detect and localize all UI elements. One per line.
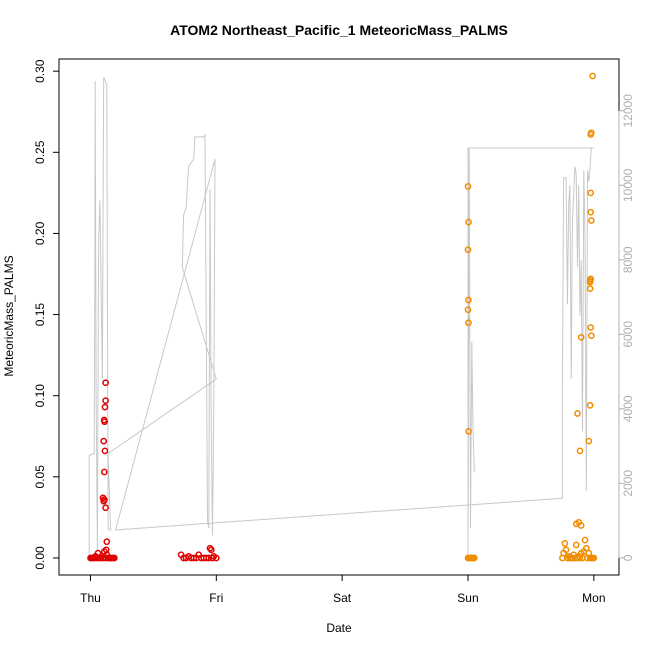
y-tick-label: 0.20 [33, 221, 47, 245]
data-point [190, 554, 198, 562]
data-point [465, 319, 472, 327]
data-point [100, 496, 108, 503]
x-tick-label: Thu [80, 591, 101, 605]
y-tick-label: 0.10 [33, 384, 47, 408]
altitude-line-layer [88, 77, 594, 558]
y-tick-label: 0.15 [33, 303, 47, 327]
data-point [102, 546, 110, 554]
data-point [464, 183, 472, 190]
y2-tick-label: 2000 [621, 470, 635, 497]
data-point [103, 538, 111, 546]
plot-frame [58, 58, 620, 576]
data-point [100, 468, 108, 476]
data-point [111, 554, 118, 562]
data-point [101, 403, 109, 411]
y-axis-title: MeteoricMass_PALMS [2, 255, 16, 376]
data-point [465, 428, 472, 435]
y2-tick-label: 0 [621, 554, 635, 561]
data-point [586, 285, 594, 292]
data-point [587, 129, 595, 137]
data-point [590, 554, 598, 562]
data-point [582, 544, 590, 552]
y2-tick-label: 12000 [621, 94, 635, 128]
x-axis-title: Date [326, 621, 352, 635]
y-tick-label: 0.00 [33, 546, 47, 570]
data-point [212, 554, 220, 562]
data-point [585, 437, 593, 445]
data-point [464, 246, 472, 254]
data-point [586, 277, 594, 284]
y-tick-label: 0.30 [33, 59, 47, 83]
data-points-layer [87, 72, 598, 562]
data-point [464, 306, 472, 314]
data-point [574, 410, 581, 417]
y2-tick-label: 8000 [621, 246, 635, 273]
data-point [207, 546, 215, 554]
data-point [100, 416, 108, 424]
x-tick-label: Sun [457, 591, 478, 605]
data-point [576, 447, 584, 455]
x-tick-label: Fri [209, 591, 223, 605]
data-point [465, 218, 472, 226]
altitude-line [88, 77, 594, 558]
data-point [562, 546, 570, 554]
data-point [577, 333, 585, 341]
y-tick-label: 0.05 [33, 465, 47, 489]
y-axis-right: 0 2000 4000 6000 8000 10000 12000 [618, 94, 635, 561]
y2-tick-label: 4000 [621, 395, 635, 422]
x-tick-label: Sat [333, 591, 352, 605]
data-point [587, 189, 595, 197]
data-point [587, 208, 595, 216]
data-point [577, 522, 585, 529]
y-tick-label: 0.25 [33, 140, 47, 164]
data-point [587, 324, 595, 331]
data-point [587, 217, 595, 224]
data-point [465, 296, 472, 304]
chart-title: ATOM2 Northeast_Pacific_1 MeteoricMass_P… [170, 22, 508, 38]
data-point [572, 541, 580, 549]
data-point [202, 554, 210, 562]
x-tick-label: Mon [582, 591, 605, 605]
y2-tick-label: 6000 [621, 321, 635, 348]
data-point [561, 540, 569, 547]
data-point [102, 504, 109, 512]
x-axis: Thu Fri Sat Sun Mon [80, 574, 606, 605]
data-point [581, 536, 589, 544]
series-2 [464, 72, 598, 562]
data-point [587, 332, 595, 340]
data-point [589, 72, 596, 80]
data-point [101, 447, 109, 455]
y2-tick-label: 10000 [621, 168, 635, 202]
data-point [586, 402, 594, 409]
y-axis-left: 0.00 0.05 0.10 0.15 0.20 0.25 0.30 [33, 59, 60, 570]
data-point [100, 437, 108, 445]
data-point [102, 397, 109, 404]
data-point [470, 554, 478, 562]
data-point [102, 379, 109, 387]
series-1 [87, 379, 220, 562]
